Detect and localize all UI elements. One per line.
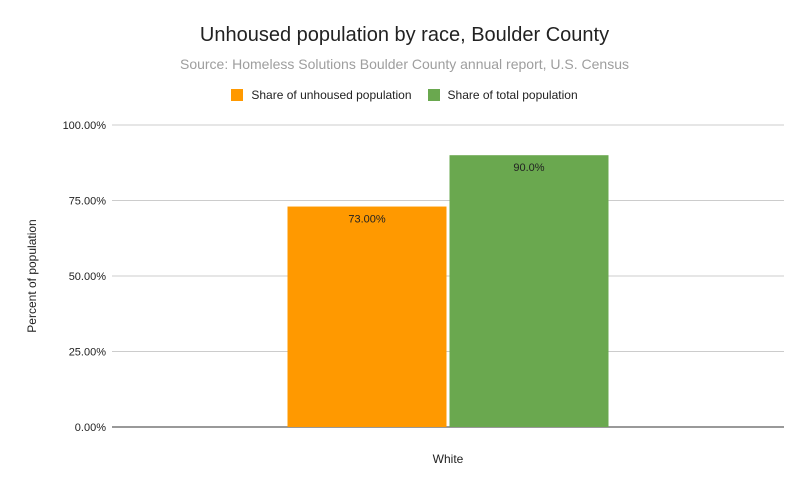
bar-unhoused-white[interactable] — [287, 206, 447, 427]
y-tick-label: 0.00% — [75, 422, 106, 434]
y-tick-label: 100.00% — [63, 120, 107, 132]
legend-item-unhoused[interactable]: Share of unhoused population — [231, 88, 412, 102]
y-axis-ticks: 0.00% 25.00% 50.00% 75.00% 100.00% — [63, 120, 107, 434]
y-axis-label: Percent of population — [25, 219, 39, 332]
x-category-label: White — [433, 452, 464, 466]
data-labels: 73.00% 90.0% — [348, 162, 544, 225]
legend-swatch-total — [427, 89, 440, 101]
bar-total-white[interactable] — [449, 155, 609, 427]
legend-item-total[interactable]: Share of total population — [427, 88, 578, 102]
legend-label-total: Share of total population — [447, 88, 578, 102]
bars — [287, 155, 609, 427]
y-tick-label: 25.00% — [69, 347, 107, 359]
legend-swatch-unhoused — [231, 89, 244, 101]
chart-title: Unhoused population by race, Boulder Cou… — [199, 24, 610, 46]
x-axis-categories: White — [433, 452, 464, 466]
gridlines — [112, 124, 784, 428]
legend: Share of unhoused population Share of to… — [0, 88, 809, 102]
data-label: 90.0% — [513, 162, 544, 174]
y-tick-label: 50.00% — [69, 271, 107, 283]
data-label: 73.00% — [348, 214, 386, 226]
y-tick-label: 75.00% — [69, 196, 107, 208]
chart-subtitle: Source: Homeless Solutions Boulder Count… — [179, 56, 629, 72]
legend-label-unhoused: Share of unhoused population — [251, 88, 412, 102]
